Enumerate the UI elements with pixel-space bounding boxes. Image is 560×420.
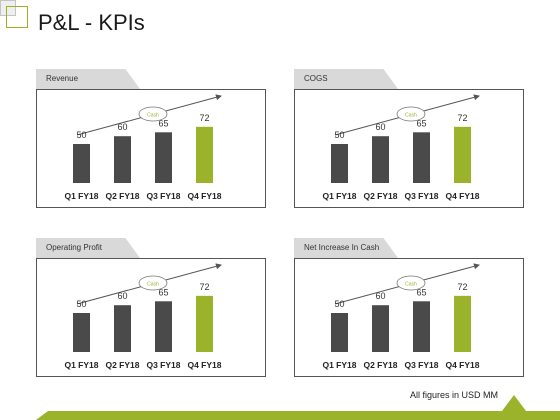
value-label: 72 bbox=[457, 113, 467, 123]
net-increase-in-cash-bar-chart: Cash 50 Q1 FY18 60 Q2 FY18 65 Q3 FY18 72 Q4 FY18 bbox=[322, 263, 480, 370]
page-title: P&L - KPIs bbox=[38, 10, 145, 35]
chart-frame: Cash 50 Q1 FY18 60 Q2 FY18 65 Q3 FY18 72 Q4 FY18 bbox=[294, 258, 524, 377]
revenue-chart-panel: Revenue Cash 50 Q1 FY18 60 Q2 FY18 65 Q3 FY18 7… bbox=[36, 69, 266, 229]
bar-q1-fy18 bbox=[331, 313, 348, 352]
bar-q2-fy18 bbox=[114, 305, 131, 352]
value-label: 50 bbox=[76, 299, 86, 309]
category-label: Q1 FY18 bbox=[64, 191, 98, 201]
category-label: Q2 FY18 bbox=[105, 191, 139, 201]
category-label: Q2 FY18 bbox=[363, 191, 397, 201]
units-footnote: All figures in USD MM bbox=[409, 390, 498, 400]
category-label: Q4 FY18 bbox=[187, 191, 221, 201]
operating-profit-chart-panel: Operating Profit Cash 50 Q1 FY18 60 Q2 FY18 6… bbox=[36, 238, 266, 398]
category-label: Q1 FY18 bbox=[322, 191, 356, 201]
category-label: Q1 FY18 bbox=[322, 360, 356, 370]
cash-bubble bbox=[138, 106, 168, 122]
bottom-accent-triangle bbox=[502, 395, 526, 411]
value-label: 50 bbox=[334, 130, 344, 140]
bar-q2-fy18 bbox=[114, 136, 131, 183]
cash-bubble-label: Cash bbox=[147, 282, 159, 288]
category-label: Q2 FY18 bbox=[105, 360, 139, 370]
bar-q2-fy18 bbox=[372, 305, 389, 352]
bar-q3-fy18 bbox=[413, 301, 430, 352]
value-label: 60 bbox=[117, 122, 127, 132]
category-label: Q2 FY18 bbox=[363, 360, 397, 370]
bottom-accent-bar bbox=[36, 411, 560, 420]
category-label: Q3 FY18 bbox=[404, 360, 438, 370]
category-label: Q3 FY18 bbox=[404, 191, 438, 201]
chart-frame: Cash 50 Q1 FY18 60 Q2 FY18 65 Q3 FY18 72 Q4 FY18 bbox=[36, 89, 266, 208]
operating-profit-bar-chart: Cash 50 Q1 FY18 60 Q2 FY18 65 Q3 FY18 72 Q4 FY18 bbox=[64, 263, 222, 370]
chart-frame: Cash 50 Q1 FY18 60 Q2 FY18 65 Q3 FY18 72 Q4 FY18 bbox=[294, 89, 524, 208]
category-label: Q4 FY18 bbox=[445, 191, 479, 201]
bar-q4-fy18 bbox=[196, 126, 213, 183]
corner-square-back bbox=[0, 0, 16, 16]
value-label: 72 bbox=[457, 282, 467, 292]
bar-q3-fy18 bbox=[413, 132, 430, 183]
value-label: 65 bbox=[158, 118, 168, 128]
category-label: Q1 FY18 bbox=[64, 360, 98, 370]
revenue-bar-chart: Cash 50 Q1 FY18 60 Q2 FY18 65 Q3 FY18 72 Q4 FY18 bbox=[64, 94, 222, 201]
net-increase-in-cash-chart-panel: Net Increase In Cash Cash 50 Q1 FY18 60 Q2 F… bbox=[294, 238, 524, 398]
cash-bubble bbox=[396, 275, 426, 291]
cogs-bar-chart: Cash 50 Q1 FY18 60 Q2 FY18 65 Q3 FY18 72 Q4 FY18 bbox=[322, 94, 480, 201]
value-label: 50 bbox=[76, 130, 86, 140]
category-label: Q4 FY18 bbox=[187, 360, 221, 370]
value-label: 65 bbox=[416, 287, 426, 297]
category-label: Q3 FY18 bbox=[146, 360, 180, 370]
bar-q2-fy18 bbox=[372, 136, 389, 183]
category-label: Q3 FY18 bbox=[146, 191, 180, 201]
chart-title-tab: Net Increase In Cash bbox=[294, 238, 398, 258]
value-label: 50 bbox=[334, 299, 344, 309]
value-label: 72 bbox=[199, 282, 209, 292]
chart-title-tab: Operating Profit bbox=[36, 238, 140, 258]
cash-bubble-label: Cash bbox=[405, 113, 417, 119]
bar-q3-fy18 bbox=[155, 301, 172, 352]
category-label: Q4 FY18 bbox=[445, 360, 479, 370]
bar-q1-fy18 bbox=[331, 144, 348, 183]
value-label: 60 bbox=[375, 122, 385, 132]
cogs-chart-panel: COGS Cash 50 Q1 FY18 60 Q2 FY18 65 Q3 FY18 72 Q4… bbox=[294, 69, 524, 229]
cash-bubble bbox=[138, 275, 168, 291]
cash-bubble-label: Cash bbox=[147, 113, 159, 119]
cash-bubble-label: Cash bbox=[405, 282, 417, 288]
bar-q4-fy18 bbox=[454, 295, 471, 352]
bar-q1-fy18 bbox=[73, 144, 90, 183]
chart-title-tab: COGS bbox=[294, 69, 398, 89]
cash-bubble bbox=[396, 106, 426, 122]
chart-frame: Cash 50 Q1 FY18 60 Q2 FY18 65 Q3 FY18 72 Q4 FY18 bbox=[36, 258, 266, 377]
value-label: 65 bbox=[416, 118, 426, 128]
value-label: 65 bbox=[158, 287, 168, 297]
value-label: 72 bbox=[199, 113, 209, 123]
bar-q1-fy18 bbox=[73, 313, 90, 352]
bar-q3-fy18 bbox=[155, 132, 172, 183]
value-label: 60 bbox=[117, 291, 127, 301]
bar-q4-fy18 bbox=[196, 295, 213, 352]
value-label: 60 bbox=[375, 291, 385, 301]
corner-square-front bbox=[6, 6, 28, 28]
bar-q4-fy18 bbox=[454, 126, 471, 183]
chart-title-tab: Revenue bbox=[36, 69, 140, 89]
